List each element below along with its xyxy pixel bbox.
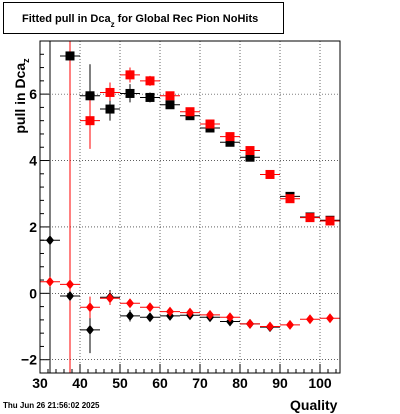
diamond-marker	[86, 324, 94, 335]
timestamp: Thu Jun 26 21:56:02 2025	[3, 401, 100, 410]
diamond-marker	[286, 319, 294, 330]
square-marker	[145, 92, 155, 102]
tick-labels: 30 40 50 60 70 80 90 100 −2 0 2 4 6	[21, 86, 332, 391]
square-marker	[305, 213, 315, 223]
diamond-marker	[106, 293, 114, 304]
square-marker	[245, 146, 255, 156]
y-axis-label: pull in Dcaz	[12, 46, 31, 146]
grid	[40, 41, 340, 373]
x-tick-label: 100	[308, 375, 332, 391]
diamond-marker	[66, 290, 74, 301]
square-marker	[185, 107, 195, 117]
diamond-marker	[246, 318, 254, 329]
title-subscript: z	[110, 20, 115, 29]
square-marker	[245, 152, 255, 162]
diamond-marker	[206, 309, 214, 320]
y-tick-label: −2	[21, 352, 37, 368]
y-tick-label: 4	[29, 153, 37, 169]
square-marker	[105, 87, 115, 97]
square-marker	[225, 132, 235, 142]
y-axis-label-sub: z	[21, 58, 31, 63]
error-bars	[40, 41, 340, 373]
x-tick-label: 90	[272, 375, 288, 391]
square-marker	[165, 91, 175, 101]
square-marker	[85, 91, 95, 101]
square-marker	[105, 104, 115, 114]
diamond-marker	[186, 307, 194, 318]
x-axis-label: Quality	[290, 397, 338, 413]
diamond-marker	[166, 306, 174, 317]
diamond-marker	[266, 321, 274, 332]
diamond-marker	[326, 313, 334, 324]
x-tick-label: 40	[72, 375, 88, 391]
plot-frame	[39, 40, 341, 374]
title-main: Fitted pull in Dca	[22, 13, 111, 25]
title-rest: for Global Rec Pion NoHits	[114, 13, 259, 25]
x-tick-label: 30	[32, 375, 48, 391]
diamond-marker	[126, 310, 134, 321]
diamond-marker	[306, 314, 314, 325]
y-tick-label: 6	[29, 86, 37, 102]
diamond-marker	[66, 279, 74, 290]
y-tick-label: 0	[29, 285, 37, 301]
square-marker	[65, 51, 75, 61]
title-box: Fitted pull in Dcaz for Global Rec Pion …	[3, 2, 284, 34]
square-marker	[165, 100, 175, 110]
square-marker	[205, 119, 215, 129]
diamond-marker	[126, 298, 134, 309]
square-marker	[325, 216, 335, 226]
chart-title: Fitted pull in Dcaz for Global Rec Pion …	[22, 13, 259, 29]
square-marker	[225, 137, 235, 147]
diamond-marker	[146, 312, 154, 323]
square-marker	[265, 169, 275, 179]
diamond-marker	[226, 312, 234, 323]
x-tick-label: 50	[112, 375, 128, 391]
square-marker	[125, 88, 135, 98]
square-marker	[285, 194, 295, 204]
square-marker	[125, 70, 135, 80]
square-marker	[85, 116, 95, 126]
y-axis-label-main: pull in Dca	[12, 62, 28, 134]
x-tick-label: 60	[152, 375, 168, 391]
diamond-marker	[46, 276, 54, 287]
y-tick-label: 2	[29, 219, 37, 235]
x-tick-label: 70	[192, 375, 208, 391]
diamond-marker	[146, 302, 154, 313]
diamond-marker	[86, 302, 94, 313]
axis-ticks	[39, 53, 337, 374]
markers	[46, 51, 335, 335]
diamond-marker	[46, 235, 54, 246]
x-tick-label: 80	[232, 375, 248, 391]
square-marker	[145, 76, 155, 86]
